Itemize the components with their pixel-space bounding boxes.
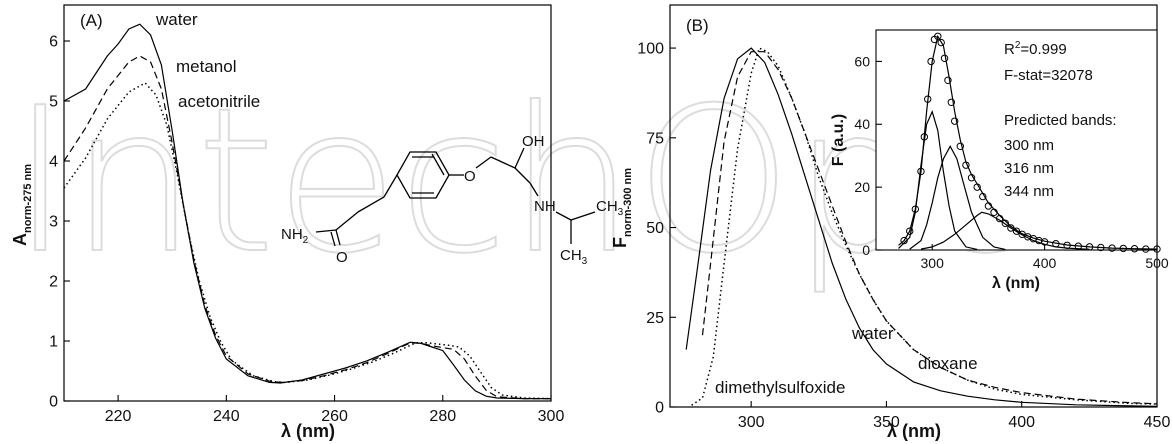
panel-a-xtick-label: 280 — [429, 408, 456, 425]
panel-b-ylabel-sub: norm-300 nm — [622, 168, 634, 237]
panel-a-ytick-label: 0 — [49, 394, 58, 411]
panel-a-ylabel-main: A — [10, 233, 30, 246]
panel-b-ytick-label: 0 — [655, 400, 664, 417]
inset-series-band-316-nm — [909, 145, 1006, 250]
inset-ytick-label: 0 — [862, 242, 870, 258]
panel-a-ylabel-sub: norm-275 nm — [22, 164, 34, 233]
inset-series-band-300-nm — [898, 109, 978, 250]
inset-xtick-label: 400 — [1033, 255, 1057, 271]
panel-b-ylabel: Fnorm-300 nm — [610, 168, 634, 248]
panel-b-ytick-label: 25 — [646, 310, 664, 327]
series-label-acetonitrile: acetonitrile — [178, 92, 260, 111]
panel-a-ytick-label: 1 — [49, 334, 58, 351]
panel-a-xtick-label: 220 — [105, 408, 132, 425]
atom-nh2: NH2 — [281, 226, 309, 246]
inset-series-band-344-nm — [920, 211, 1090, 250]
inset-point-measured — [927, 57, 935, 66]
panel-a-ytick-label: 2 — [49, 274, 58, 291]
inset-ytick-label: 40 — [854, 116, 870, 132]
inset-point-measured — [950, 117, 959, 125]
inset-point-measured — [937, 38, 945, 47]
atom-oh: OH — [522, 133, 545, 150]
inset-point-measured — [1012, 227, 1021, 235]
panel-a-xtick-label: 300 — [538, 408, 565, 425]
series-label-water-a: water — [155, 10, 198, 29]
series-label-water-b: water — [851, 324, 894, 343]
atom-ch3-top: CH3 — [596, 198, 624, 218]
inset-point-measured — [934, 32, 942, 40]
panel-b-ytick-label: 50 — [646, 220, 664, 237]
panel-a-ytick-label: 5 — [49, 94, 58, 111]
inset-ytick-label: 60 — [854, 53, 870, 69]
panel-a-xtick-label: 240 — [213, 408, 240, 425]
inset-xlabel: λ (nm) — [992, 275, 1040, 292]
panel-b-ytick-label: 75 — [646, 130, 664, 147]
panel-a-ytick-label: 3 — [49, 214, 58, 231]
panel-a-series-acetonitrile — [63, 82, 552, 400]
panel-b-series-dioxane — [701, 51, 1158, 405]
panel-b-ytick-label: 100 — [637, 41, 664, 58]
inset-stat-fstat: F-stat=32078 — [1004, 67, 1093, 84]
panel-b-series-water — [685, 47, 1158, 407]
panel-b-xtick-label: 400 — [1008, 414, 1035, 431]
series-label-dioxane: dioxane — [918, 354, 978, 373]
panel-b-ylabel-main: F — [610, 237, 630, 248]
panel-a-ytick-label: 6 — [49, 34, 58, 51]
inset-point-measured — [956, 142, 964, 150]
inset-xtick-label: 300 — [921, 255, 945, 271]
panel-a-ylabel: Anorm-275 nm — [10, 164, 34, 246]
atom-ch3-bottom: CH3 — [560, 247, 588, 267]
inset-point-measured — [947, 98, 956, 106]
panel-a-xlabel: λ (nm) — [281, 421, 335, 441]
inset-band-2: 316 nm — [1004, 160, 1054, 177]
inset-ylabel: F (a.u.) — [830, 114, 847, 166]
panel-a-ytick-label: 4 — [49, 154, 58, 171]
panel-a-xtick-label: 260 — [321, 408, 348, 425]
panel-a-frame — [63, 4, 552, 402]
inset-bands-title: Predicted bands: — [1004, 112, 1117, 129]
atom-nh: NH — [534, 198, 556, 215]
inset-ytick-label: 20 — [854, 179, 870, 195]
inset-point-measured — [944, 76, 952, 84]
panel-b-xtick-label: 300 — [738, 414, 765, 431]
atom-ether-o: O — [464, 168, 476, 185]
atom-carbonyl-o: O — [336, 249, 348, 266]
inset-stat-r2: R2=0.999 — [1004, 40, 1067, 58]
panel-a: 220 240 260 280 300 0 1 2 3 4 5 6 (A) λ (nm) Anorm-… — [10, 4, 624, 441]
panel-b-xtick-label: 350 — [873, 414, 900, 431]
chemical-structure — [315, 147, 596, 247]
inset-point-measured — [906, 227, 914, 235]
panel-a-label: (A) — [80, 11, 103, 30]
inset-chart: 300 400 500 0 20 40 60 λ (nm) F (a.u.) R2=0.99… — [830, 29, 1169, 292]
inset-xtick-label: 500 — [1145, 255, 1169, 271]
panel-b-xlabel: λ (nm) — [887, 421, 941, 441]
panel-b-xtick-label: 450 — [1144, 414, 1171, 431]
series-label-metanol: metanol — [176, 57, 236, 76]
panel-b-label: (B) — [686, 16, 709, 35]
structure-labels: NH2 O O OH NH CH3 CH3 — [281, 133, 624, 267]
inset-band-1: 300 nm — [1004, 137, 1054, 154]
panel-a-series-metanol — [63, 55, 551, 400]
inset-band-3: 344 nm — [1004, 183, 1054, 200]
series-label-dimethylsulfoxide: dimethylsulfoxide — [715, 378, 845, 397]
